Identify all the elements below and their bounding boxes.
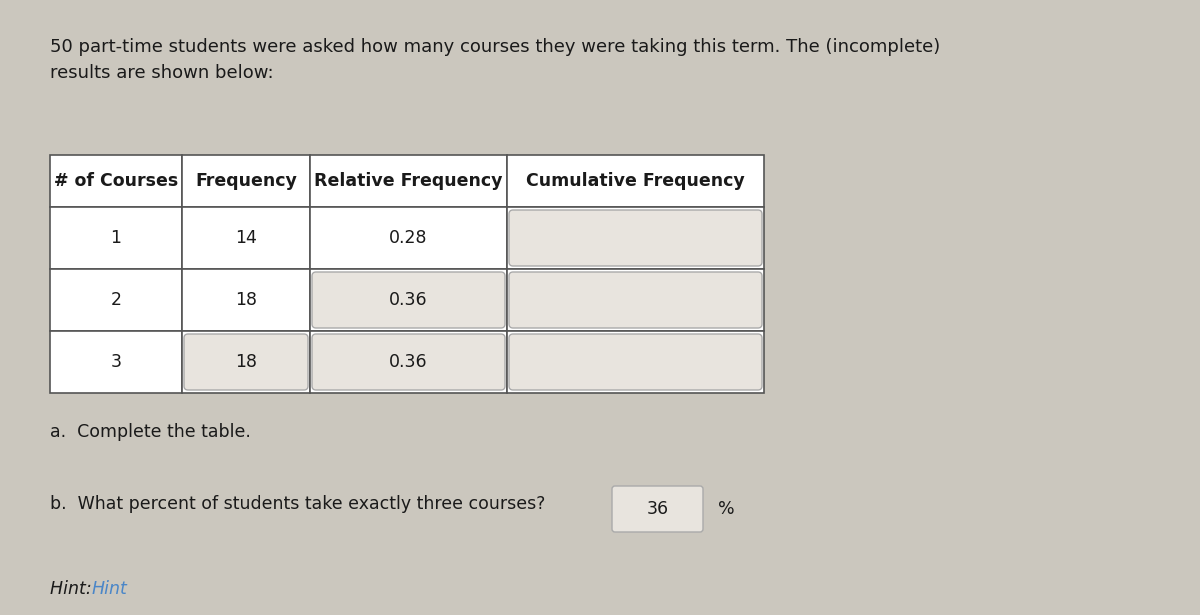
Bar <box>310 155 508 207</box>
Bar <box>182 269 310 331</box>
Text: a.  Complete the table.: a. Complete the table. <box>50 423 251 441</box>
Text: 1: 1 <box>110 229 121 247</box>
Text: Cumulative Frequency: Cumulative Frequency <box>526 172 745 190</box>
Bar <box>310 207 508 269</box>
Text: 0.28: 0.28 <box>389 229 427 247</box>
Bar <box>50 331 182 393</box>
Bar <box>182 207 310 269</box>
FancyBboxPatch shape <box>312 334 505 390</box>
Text: Hint: Hint <box>92 580 128 598</box>
Bar <box>50 269 182 331</box>
Text: 18: 18 <box>235 291 257 309</box>
Text: 3: 3 <box>110 353 121 371</box>
Text: 14: 14 <box>235 229 257 247</box>
Bar <box>50 155 182 207</box>
Bar <box>508 331 764 393</box>
Text: 18: 18 <box>235 353 257 371</box>
Text: 0.36: 0.36 <box>389 353 428 371</box>
FancyBboxPatch shape <box>509 272 762 328</box>
Text: 0.36: 0.36 <box>389 291 428 309</box>
FancyBboxPatch shape <box>509 334 762 390</box>
Text: 36: 36 <box>647 500 668 518</box>
FancyBboxPatch shape <box>312 272 505 328</box>
Text: %: % <box>718 500 734 518</box>
FancyBboxPatch shape <box>509 210 762 266</box>
Bar <box>182 331 310 393</box>
Bar <box>508 207 764 269</box>
Bar <box>50 207 182 269</box>
Bar <box>310 269 508 331</box>
Bar <box>508 155 764 207</box>
Text: 2: 2 <box>110 291 121 309</box>
Text: b.  What percent of students take exactly three courses?: b. What percent of students take exactly… <box>50 495 545 513</box>
FancyBboxPatch shape <box>184 334 308 390</box>
Bar <box>182 155 310 207</box>
Text: 50 part-time students were asked how many courses they were taking this term. Th: 50 part-time students were asked how man… <box>50 38 941 82</box>
Text: Hint:: Hint: <box>50 580 97 598</box>
Bar <box>310 331 508 393</box>
Text: Relative Frequency: Relative Frequency <box>314 172 503 190</box>
Text: # of Courses: # of Courses <box>54 172 178 190</box>
Bar <box>508 269 764 331</box>
FancyBboxPatch shape <box>612 486 703 532</box>
Text: Frequency: Frequency <box>196 172 296 190</box>
